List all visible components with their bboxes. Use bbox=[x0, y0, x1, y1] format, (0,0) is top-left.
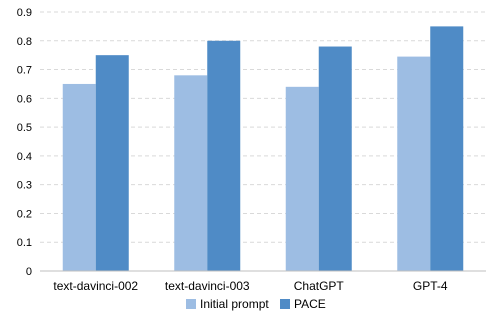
bar-initial-prompt bbox=[397, 56, 431, 271]
legend-label: Initial prompt bbox=[200, 297, 269, 311]
y-axis-tick-labels: 0 0.1 0.2 0.3 0.4 0.5 0.6 0.7 0.8 0.9 bbox=[17, 7, 32, 278]
bars bbox=[62, 26, 464, 272]
bar-pace bbox=[95, 55, 129, 271]
bar-pace bbox=[207, 40, 241, 272]
bar-pace bbox=[430, 26, 464, 272]
bar-initial-prompt bbox=[285, 86, 319, 271]
legend-label: PACE bbox=[294, 297, 326, 311]
bar-pace bbox=[318, 46, 352, 272]
x-category-label: text-davinci-003 bbox=[165, 279, 250, 293]
y-tick-label: 0.1 bbox=[17, 237, 32, 249]
legend-swatch bbox=[280, 299, 290, 309]
y-tick-label: 0.9 bbox=[17, 7, 32, 19]
bar-initial-prompt bbox=[174, 75, 208, 271]
x-category-label: ChatGPT bbox=[294, 279, 345, 293]
x-category-label: text-davinci-002 bbox=[53, 279, 138, 293]
y-tick-label: 0.5 bbox=[17, 122, 32, 134]
x-category-label: GPT-4 bbox=[413, 279, 448, 293]
y-tick-label: 0 bbox=[26, 266, 32, 278]
legend-swatch bbox=[186, 299, 196, 309]
y-tick-label: 0.2 bbox=[17, 208, 32, 220]
y-tick-label: 0.6 bbox=[17, 93, 32, 105]
bar-initial-prompt bbox=[62, 83, 96, 271]
y-tick-label: 0.7 bbox=[17, 65, 32, 77]
y-tick-label: 0.3 bbox=[17, 180, 32, 192]
y-tick-label: 0.8 bbox=[17, 36, 32, 48]
legend: Initial prompt PACE bbox=[186, 297, 326, 311]
x-axis-category-labels: text-davinci-002 text-davinci-003 ChatGPT G… bbox=[53, 279, 448, 293]
y-tick-label: 0.4 bbox=[17, 151, 32, 163]
